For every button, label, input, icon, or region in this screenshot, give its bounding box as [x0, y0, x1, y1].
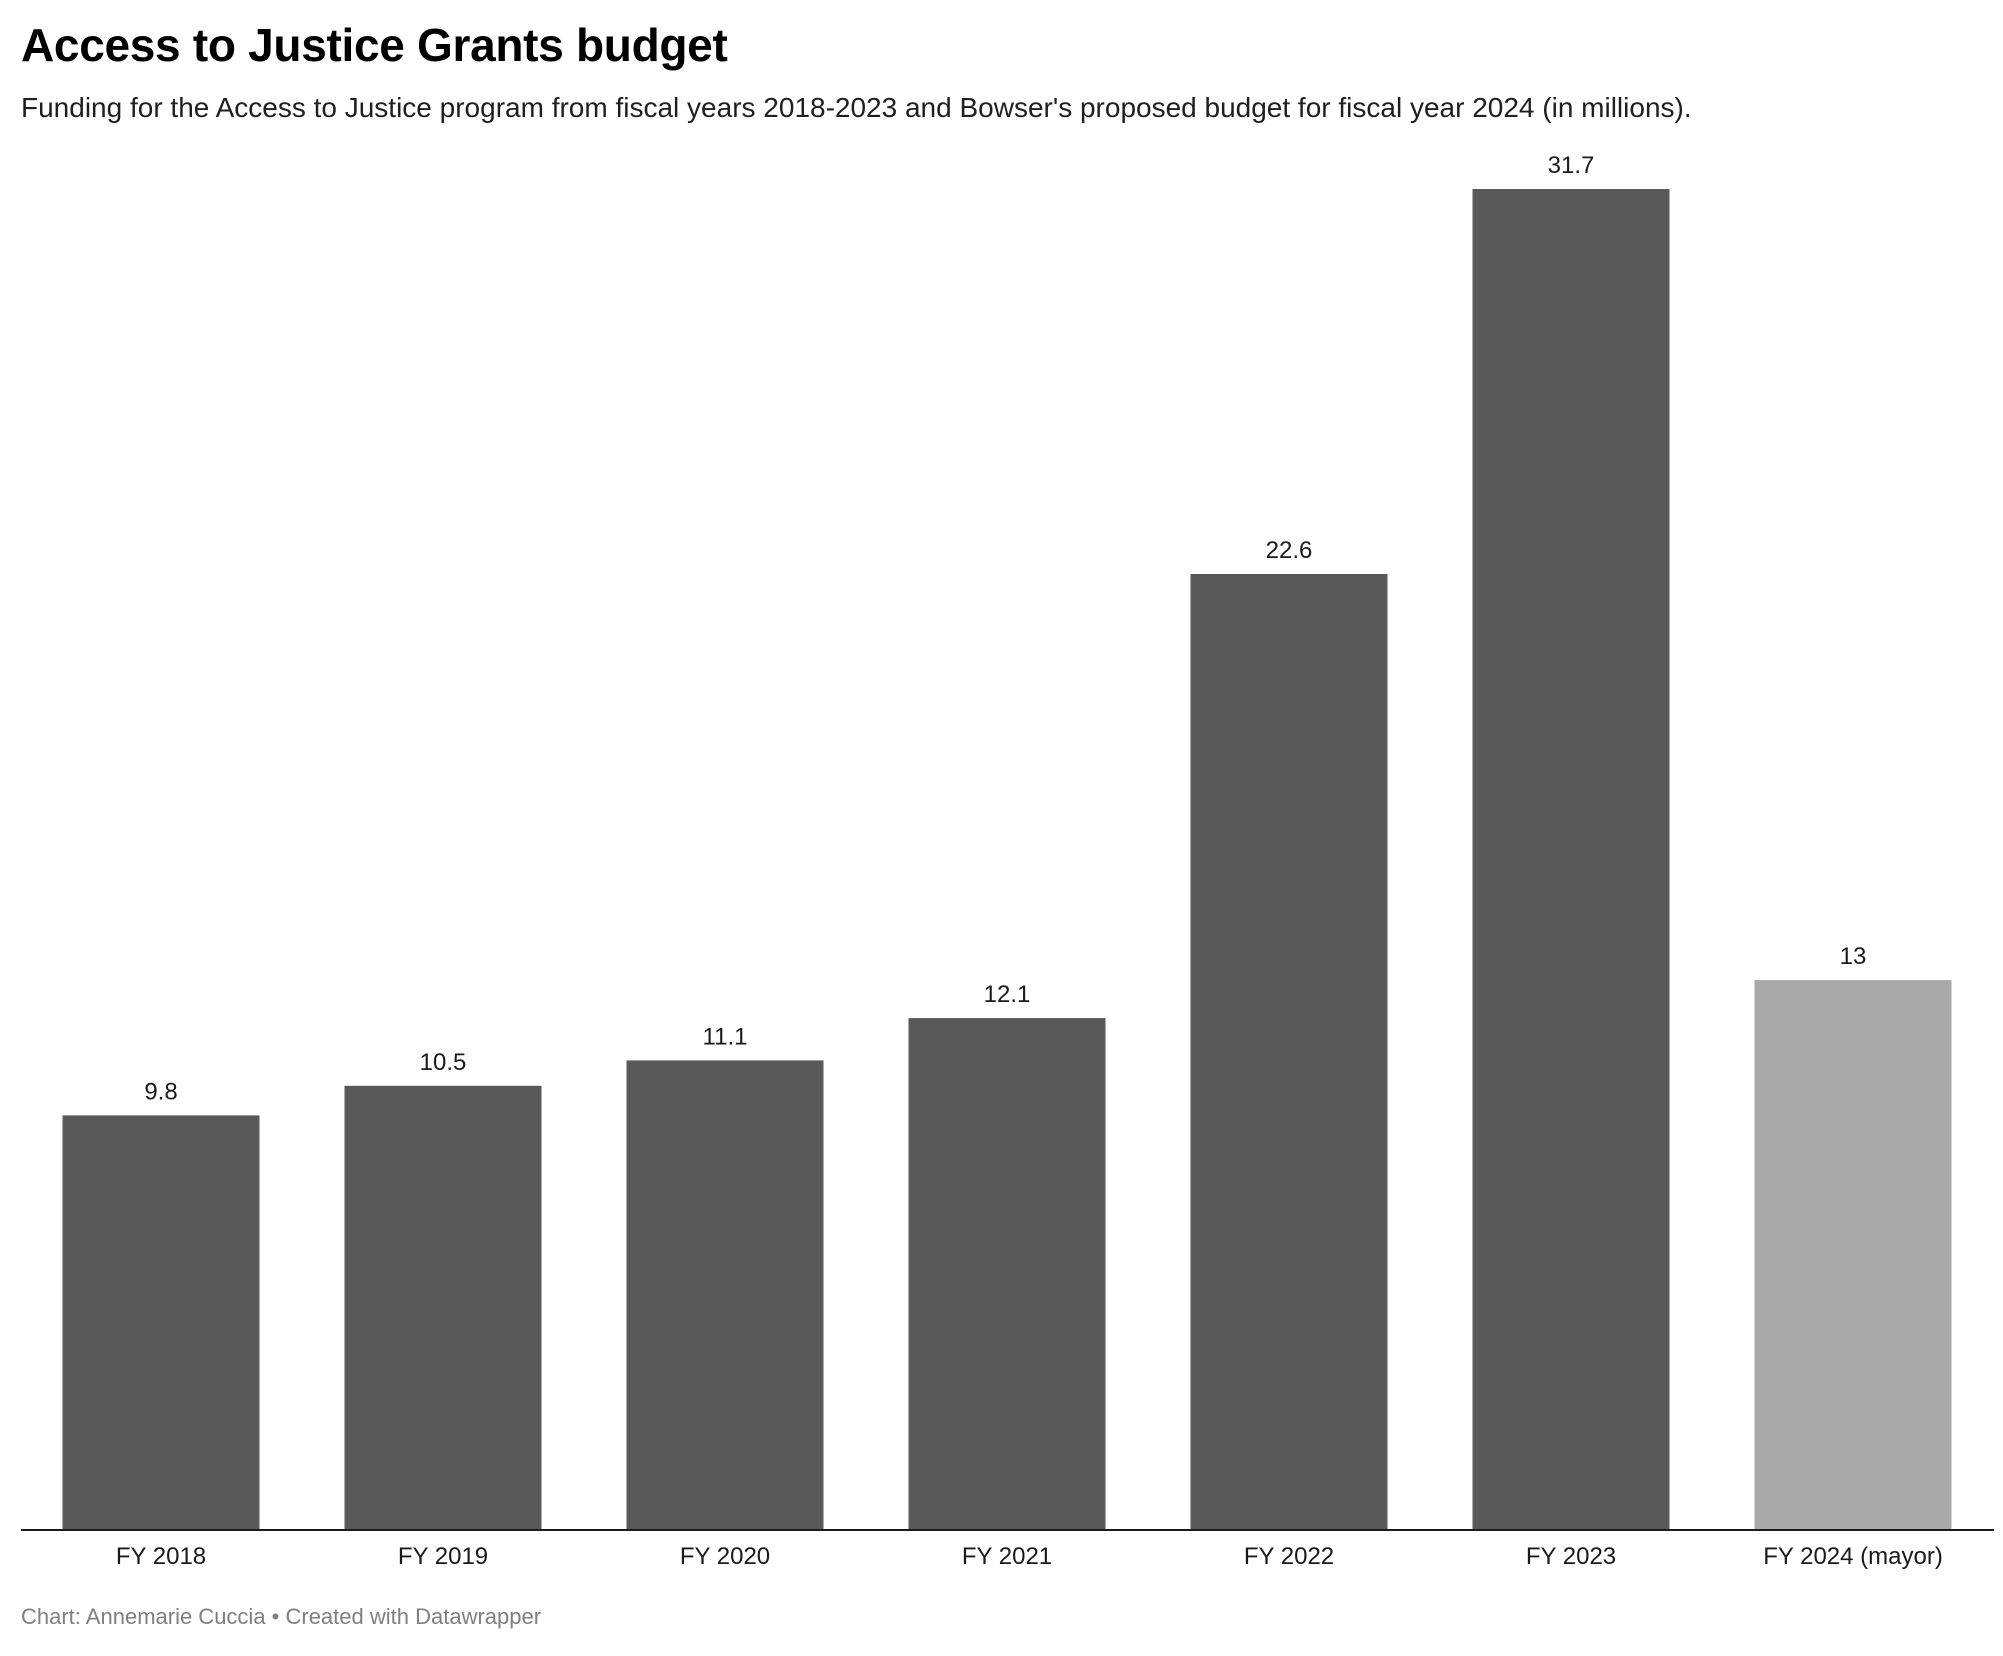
x-tick-labels-group: FY 2018 FY 2019 FY 2020 FY 2021 FY 2022 FY 20…: [116, 1543, 1943, 1570]
value-labels-group: 9.8 10.5 11.1 12.1 22.6 31.7 13: [144, 152, 1866, 1105]
x-tick-label: FY 2021: [962, 1543, 1052, 1570]
chart-subtitle: Funding for the Access to Justice progra…: [21, 92, 1692, 123]
value-label: 11.1: [703, 1023, 748, 1050]
value-label: 12.1: [984, 981, 1031, 1008]
bar-fy-2018: [62, 1115, 260, 1530]
value-label: 31.7: [1548, 152, 1595, 179]
value-label: 10.5: [420, 1049, 467, 1076]
x-tick-label: FY 2023: [1526, 1543, 1616, 1570]
chart-credit: Chart: Annemarie Cuccia • Created with D…: [21, 1604, 542, 1629]
value-label: 22.6: [1266, 537, 1313, 564]
chart-title: Access to Justice Grants budget: [21, 19, 728, 71]
value-label: 13: [1840, 943, 1867, 970]
x-tick-label: FY 2022: [1244, 1543, 1334, 1570]
bar-fy-2023: [1472, 189, 1670, 1530]
x-tick-label: FY 2018: [116, 1543, 206, 1570]
bar-fy-2024-mayor: [1754, 980, 1952, 1530]
bar-fy-2021: [908, 1018, 1106, 1530]
bar-fy-2020: [626, 1060, 824, 1530]
x-tick-label: FY 2020: [680, 1543, 770, 1570]
x-tick-label: FY 2019: [398, 1543, 488, 1570]
bars-group: [62, 189, 1952, 1530]
x-tick-label: FY 2024 (mayor): [1763, 1543, 1943, 1570]
bar-fy-2019: [344, 1085, 542, 1530]
bar-fy-2022: [1190, 574, 1388, 1530]
value-label: 9.8: [144, 1078, 177, 1105]
